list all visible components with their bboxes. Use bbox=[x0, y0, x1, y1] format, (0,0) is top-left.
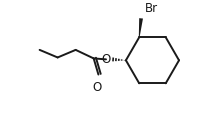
Text: O: O bbox=[101, 53, 111, 66]
Text: Br: Br bbox=[145, 2, 158, 15]
Text: O: O bbox=[93, 81, 102, 94]
Polygon shape bbox=[139, 18, 143, 37]
